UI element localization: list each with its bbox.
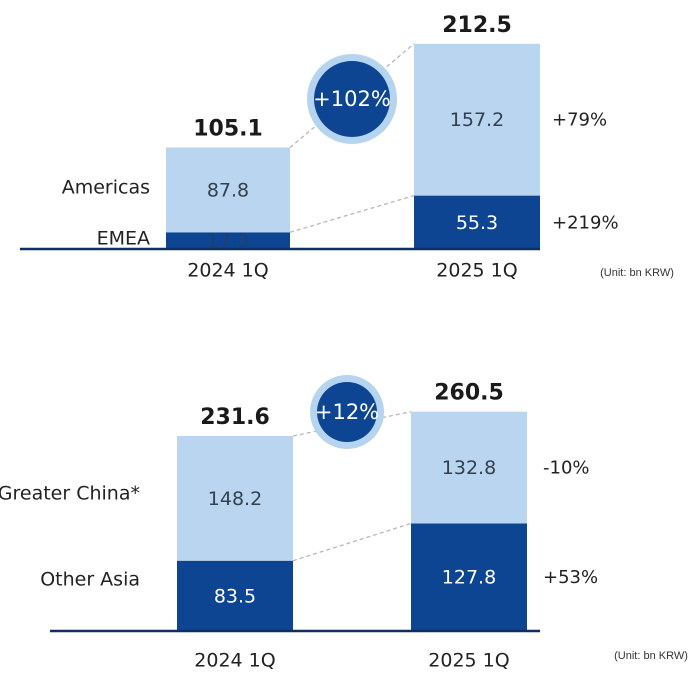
connector-line (292, 522, 412, 562)
chart-panel-asia: 83.5 148.2 231.6 2024 1Q 127.8 132.8 260.5 2025… (0, 375, 688, 672)
bar-bottom-1 (411, 523, 527, 631)
total-label: 105.1 (193, 117, 263, 142)
series-label: Greater China* (0, 483, 140, 505)
growth-bubble-label: +102% (313, 87, 391, 111)
unit-label: (Unit: bn KRW) (614, 650, 688, 662)
series-label: Other Asia (40, 569, 140, 591)
chart-panel-americas-emea: 17.3 87.8 105.1 2024 1Q 55.3 157.2 212.5 2025 1… (20, 13, 674, 282)
series-label: Americas (62, 177, 150, 199)
growth-label: +53% (543, 567, 598, 588)
growth-label: +79% (552, 110, 607, 131)
data-label: 83.5 (214, 585, 256, 607)
data-label: 157.2 (450, 109, 504, 131)
growth-label: -10% (543, 458, 590, 479)
total-label: 212.5 (442, 13, 512, 38)
bar-top-1 (411, 411, 527, 524)
x-tick-label: 2024 1Q (194, 650, 275, 672)
data-label: 148.2 (208, 488, 262, 510)
growth-bubble-label: +12% (315, 400, 379, 424)
x-tick-label: 2025 1Q (436, 260, 517, 282)
growth-bubble (314, 61, 390, 137)
unit-label: (Unit: bn KRW) (600, 267, 674, 279)
bar-top-0 (166, 147, 290, 233)
bar-top-1 (414, 43, 540, 196)
data-label: 55.3 (456, 212, 498, 234)
connector-line (289, 194, 415, 233)
data-label: 127.8 (442, 567, 496, 589)
growth-bubble (317, 382, 377, 442)
series-label: EMEA (97, 228, 150, 250)
x-tick-label: 2025 1Q (428, 650, 509, 672)
data-label: 132.8 (442, 457, 496, 479)
growth-label: +219% (552, 212, 619, 233)
data-label: 87.8 (207, 179, 249, 201)
bar-bottom-0 (166, 232, 290, 249)
bar-bottom-1 (414, 195, 540, 249)
data-label: 17.3 (207, 230, 249, 252)
bar-bottom-0 (177, 560, 293, 631)
total-label: 231.6 (200, 405, 270, 430)
total-label: 260.5 (434, 381, 504, 406)
x-tick-label: 2024 1Q (187, 260, 268, 282)
bar-top-0 (177, 436, 293, 561)
connector-line (292, 411, 412, 437)
